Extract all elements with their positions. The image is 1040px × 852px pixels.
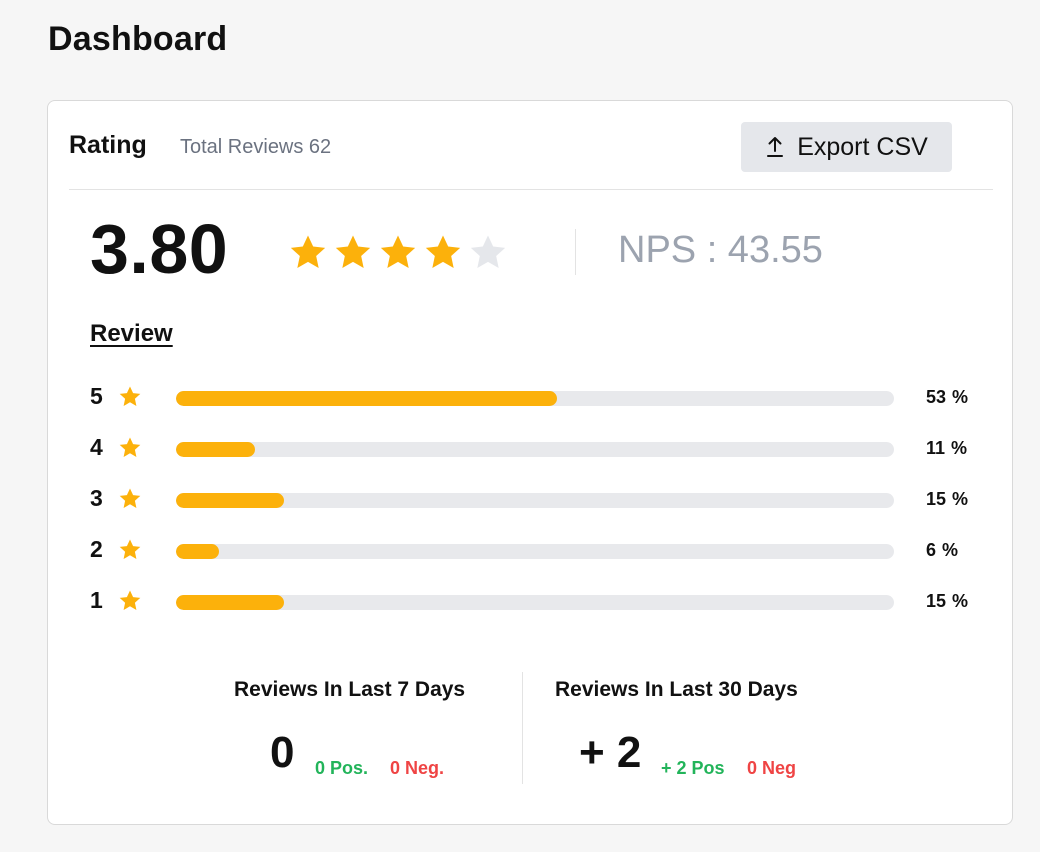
rating-progress-fill [176,391,557,406]
star-icon [118,385,142,414]
percent-sign: % [951,438,968,458]
page-title: Dashboard [48,20,228,58]
rating-progress-bar [176,595,894,610]
percent-sign: % [952,387,969,407]
percent-value: 15 [926,489,947,509]
reviews-last-30-days-negative: 0 Neg [747,758,797,778]
star-filled-icon [378,233,418,273]
card-header [69,101,993,190]
upload-arrow-icon [767,137,784,157]
rating-row-2: 2 6% [90,536,980,566]
reviews-last-30-days-title: Reviews In Last 30 Days [555,678,798,701]
star-icon [118,589,142,618]
reviews-last-7-days-negative: 0 Neg. [390,758,445,778]
divider [575,229,576,275]
rating-progress-fill [176,442,255,457]
average-score: 3.80 [90,210,229,288]
percent-value: 6 [926,540,937,560]
percent-sign: % [952,489,969,509]
rating-row-percent: 15% [926,489,968,510]
star-filled-icon [333,233,373,273]
star-filled-icon [423,233,463,273]
rating-card: Rating Total Reviews 62 Export CSV 3.80 … [47,100,1013,825]
percent-sign: % [942,540,959,560]
star-empty-icon [468,233,508,273]
rating-row-stars: 2 [90,536,103,562]
rating-row-percent: 11% [926,438,967,459]
reviews-last-30-days-count: + 2 [579,728,642,777]
total-reviews: Total Reviews 62 [180,136,332,158]
review-heading: Review [90,320,173,347]
rating-progress-bar [176,544,894,559]
rating-row-stars: 1 [90,587,103,613]
star-filled-icon [288,233,328,273]
rating-progress-bar [176,493,894,508]
rating-row-percent: 15% [926,591,968,612]
rating-row-4: 4 11% [90,434,980,464]
card-title: Rating [69,131,147,159]
rating-row-stars: 4 [90,434,103,460]
rating-row-1: 1 15% [90,587,980,617]
percent-value: 15 [926,591,947,611]
rating-progress-fill [176,595,284,610]
rating-progress-bar [176,442,894,457]
star-rating [288,233,508,273]
rating-row-5: 5 53% [90,383,980,413]
percent-value: 53 [926,387,947,407]
nps-score: NPS : 43.55 [618,229,823,271]
star-icon [118,436,142,465]
star-icon [118,487,142,516]
star-icon [118,538,142,567]
rating-row-percent: 6% [926,540,958,561]
percent-sign: % [952,591,969,611]
rating-progress-bar [176,391,894,406]
reviews-last-30-days-positive: + 2 Pos [661,758,725,778]
rating-progress-fill [176,544,220,559]
rating-row-3: 3 15% [90,485,980,515]
reviews-last-7-days-count: 0 [270,728,295,777]
export-csv-label: Export CSV [797,132,928,161]
rating-row-percent: 53% [926,387,968,408]
export-csv-button[interactable]: Export CSV [741,122,952,172]
percent-value: 11 [926,438,946,458]
reviews-last-7-days-positive: 0 Pos. [315,758,369,778]
rating-row-stars: 5 [90,383,103,409]
reviews-last-7-days-title: Reviews In Last 7 Days [234,678,466,701]
rating-progress-fill [176,493,284,508]
rating-row-stars: 3 [90,485,103,511]
divider [522,672,523,784]
